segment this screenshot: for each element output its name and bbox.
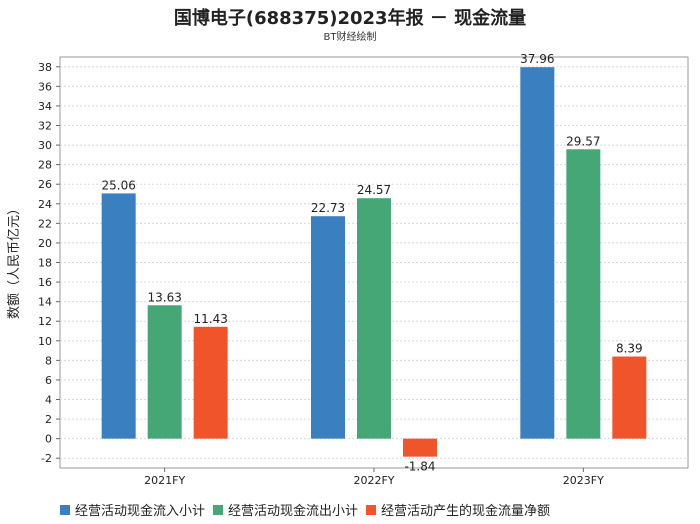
y-tick-label: 2 [45, 413, 52, 426]
y-tick-label: 28 [38, 159, 52, 172]
y-tick-label: 14 [38, 296, 52, 309]
bar [612, 356, 647, 439]
bar-value-label: 24.57 [357, 183, 391, 197]
chart-title: 国博电子(688375)2023年报 － 现金流量 [173, 8, 527, 29]
bar [147, 305, 182, 439]
legend-label: 经营活动现金流出小计 [228, 504, 359, 519]
y-tick-label: 30 [38, 139, 52, 152]
legend-item: 经营活动现金流入小计 [60, 500, 205, 519]
bar-value-label: 29.57 [566, 134, 600, 148]
chart-legend: 经营活动现金流入小计 经营活动现金流出小计 经营活动产生的现金流量净额 [60, 500, 700, 519]
y-tick-label: 36 [38, 80, 52, 93]
y-tick-label: -2 [41, 452, 52, 465]
y-tick-label: 8 [45, 354, 52, 367]
bar-value-label: -1.84 [404, 460, 435, 474]
bar-value-label: 22.73 [311, 201, 345, 215]
legend-item: 经营活动产生的现金流量净额 [366, 500, 550, 519]
legend-item: 经营活动现金流出小计 [213, 500, 358, 519]
y-tick-label: 18 [38, 257, 52, 270]
y-tick-label: 32 [38, 120, 52, 133]
x-tick-label: 2021FY [144, 474, 185, 487]
legend-label: 经营活动现金流入小计 [75, 504, 206, 519]
y-tick-label: 6 [45, 374, 52, 387]
bar-value-label: 25.06 [101, 178, 135, 192]
y-tick-label: 10 [38, 335, 52, 348]
y-tick-label: 20 [38, 237, 52, 250]
legend-swatch [60, 504, 70, 515]
legend-label: 经营活动产生的现金流量净额 [381, 504, 551, 519]
bar [520, 67, 555, 439]
y-tick-label: 0 [45, 433, 52, 446]
y-tick-label: 12 [38, 315, 52, 328]
bar-value-label: 8.39 [616, 342, 643, 356]
y-tick-label: 38 [38, 61, 52, 74]
legend-swatch [366, 504, 377, 515]
bar-value-label: 11.43 [193, 312, 227, 326]
bar [311, 216, 345, 439]
bar [193, 326, 228, 439]
x-tick-label: 2022FY [353, 474, 394, 487]
y-tick-label: 16 [38, 276, 52, 289]
chart-subtitle: BT财经绘制 [323, 32, 377, 43]
y-tick-label: 26 [38, 178, 52, 191]
bar [357, 198, 391, 439]
bar [101, 193, 136, 439]
y-tick-label: 24 [38, 198, 52, 211]
y-tick-label: 22 [38, 217, 52, 230]
bar [566, 149, 601, 439]
bar [403, 438, 437, 457]
bar-value-label: 37.96 [520, 52, 554, 66]
y-tick-label: 4 [45, 394, 52, 407]
legend-swatch [213, 504, 224, 515]
x-tick-label: 2023FY [563, 474, 604, 487]
y-tick-label: 34 [38, 100, 52, 113]
bar-value-label: 13.63 [147, 290, 181, 304]
